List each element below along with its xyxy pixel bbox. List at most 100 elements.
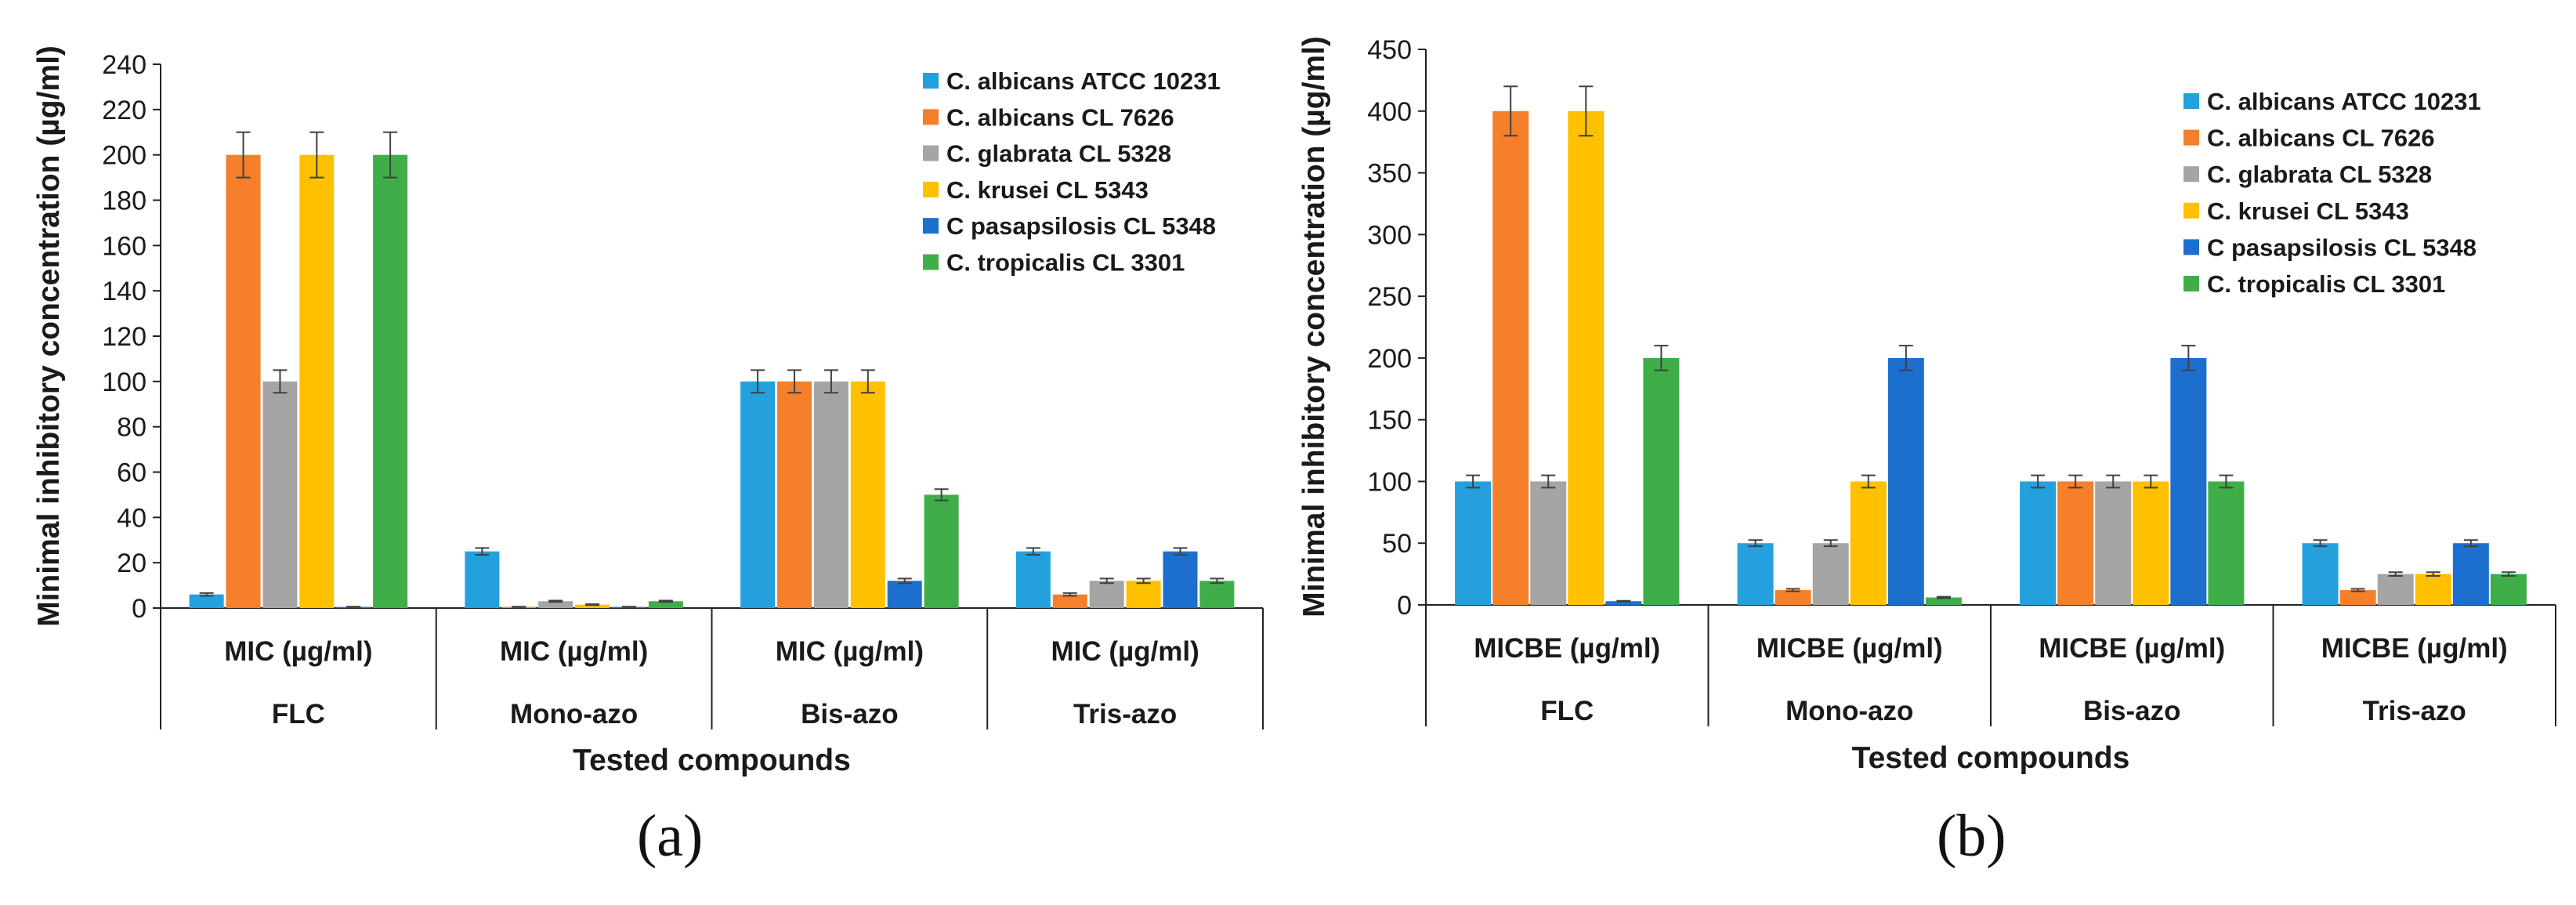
legend-swatch	[2183, 129, 2199, 146]
bar-b-series2-group1	[1812, 543, 1849, 605]
y-tick-label: 200	[1367, 344, 1412, 374]
x-group-label: FLC	[1540, 696, 1594, 726]
bar-b-series4-group2	[2170, 357, 2207, 605]
legend-entry-label: C. albicans CL 7626	[946, 103, 1174, 131]
legend-swatch	[2183, 202, 2199, 219]
legend: C. albicans ATCC 10231 C. albicans CL 762…	[2183, 88, 2481, 298]
bar-a-series0-group1	[465, 551, 500, 608]
panel-label: (a)	[637, 803, 703, 869]
bar-a-series1-group3	[1052, 594, 1087, 608]
bar-b-series5-group2	[2208, 481, 2245, 605]
bar-b-series2-group3	[2377, 574, 2414, 605]
x-category-label: MIC (µg/ml)	[776, 636, 924, 667]
bar-b-series2-group2	[2095, 481, 2132, 605]
bar-b-series3-group0	[1568, 110, 1605, 605]
bar-a-series5-group2	[924, 494, 959, 608]
legend-swatch	[923, 181, 939, 197]
legend-swatch	[2183, 166, 2199, 183]
x-category-label: MIC (µg/ml)	[1051, 636, 1199, 667]
bar-b-series3-group3	[2415, 574, 2451, 605]
panel-label: (b)	[1937, 803, 2006, 869]
bar-a-series1-group2	[777, 381, 812, 608]
bar-b-series4-group3	[2452, 543, 2489, 605]
bar-a-series0-group2	[740, 381, 776, 608]
y-tick-label: 200	[102, 141, 147, 171]
y-tick-label: 40	[117, 503, 147, 533]
y-tick-label: 100	[1367, 467, 1412, 497]
y-tick-label: 180	[102, 186, 147, 216]
legend-swatch	[2183, 93, 2199, 109]
x-group-label: Tris-azo	[2363, 696, 2466, 726]
y-tick-label: 240	[102, 50, 147, 80]
legend-swatch	[923, 254, 939, 270]
y-tick-label: 20	[117, 548, 147, 578]
bar-a-series2-group1	[538, 601, 573, 608]
legend-entry-label: C. glabrata CL 5328	[946, 140, 1171, 168]
x-group-label: Tris-azo	[1073, 699, 1177, 729]
bar-a-series2-group3	[1089, 581, 1124, 608]
legend-entry-label: C pasapsilosis CL 5348	[2207, 233, 2477, 261]
legend-swatch	[2183, 276, 2199, 291]
x-group-label: Mono-azo	[1785, 696, 1913, 726]
legend-entry-label: C. albicans CL 7626	[2207, 125, 2435, 152]
y-tick-label: 50	[1382, 529, 1412, 559]
x-category-label: MICBE (µg/ml)	[1474, 633, 1660, 664]
legend-swatch	[923, 73, 939, 89]
y-tick-label: 0	[1397, 591, 1412, 621]
legend-entry-label: C. albicans ATCC 10231	[946, 67, 1221, 95]
legend-swatch	[923, 218, 939, 234]
bar-b-series5-group1	[1925, 597, 1962, 605]
chart-panel-a: 0 20 40 60 80 100 120 140 160 180 200 220 240 Minimal…	[32, 45, 1264, 869]
x-category-label: MIC (µg/ml)	[500, 636, 648, 667]
bar-b-series1-group0	[1492, 110, 1529, 605]
legend-swatch	[923, 145, 939, 161]
legend-swatch	[2183, 239, 2199, 255]
bar-a-series3-group2	[850, 381, 885, 608]
legend-entry-label: C. glabrata CL 5328	[2207, 161, 2432, 188]
bar-b-series3-group1	[1850, 481, 1887, 605]
y-tick-label: 220	[102, 96, 147, 125]
legend-entry-label: C. krusei CL 5343	[2207, 197, 2409, 225]
x-category-label: MICBE (µg/ml)	[2321, 633, 2508, 664]
bar-a-series3-group0	[299, 154, 335, 608]
bar-a-series5-group3	[1199, 581, 1235, 608]
bar-a-series2-group0	[262, 381, 298, 608]
legend-entry-label: C. tropicalis CL 3301	[2207, 270, 2445, 298]
x-axis-title: Tested compounds	[1852, 741, 2130, 775]
bar-b-series0-group2	[2020, 481, 2057, 605]
bar-b-series1-group3	[2339, 590, 2376, 605]
legend-entry-label: C. krusei CL 5343	[946, 176, 1149, 204]
x-axis-title: Tested compounds	[573, 744, 851, 777]
x-group-label: FLC	[272, 699, 325, 729]
bar-a-series0-group0	[189, 594, 224, 608]
x-category-label: MICBE (µg/ml)	[1757, 633, 1943, 664]
bar-b-series0-group3	[2302, 543, 2339, 605]
chart-panel-b: 0 50 100 150 200 250 300 350 400 450 Minimal inhib…	[1297, 35, 2556, 869]
bar-b-series3-group2	[2133, 481, 2169, 605]
y-tick-label: 150	[1367, 406, 1412, 436]
x-category-label: MIC (µg/ml)	[224, 636, 372, 667]
y-tick-label: 0	[132, 594, 147, 624]
bar-b-series1-group1	[1775, 590, 1811, 605]
legend-swatch	[923, 109, 939, 125]
bar-a-series1-group0	[226, 154, 261, 608]
y-tick-label: 450	[1367, 35, 1412, 65]
x-group-label: Bis-azo	[2083, 696, 2180, 726]
bar-b-series0-group0	[1455, 481, 1492, 605]
y-axis-title: Minimal inhibitory concentration (µg/ml)	[1297, 36, 1331, 617]
legend: C. albicans ATCC 10231 C. albicans CL 762…	[923, 67, 1221, 277]
x-category-label: MICBE (µg/ml)	[2039, 633, 2225, 664]
bar-b-series5-group0	[1643, 357, 1680, 605]
legend-entry-label: C. albicans ATCC 10231	[2207, 88, 2481, 115]
bar-a-series0-group3	[1015, 551, 1051, 608]
bar-a-series5-group1	[648, 601, 683, 608]
y-tick-label: 80	[117, 413, 147, 443]
x-group-label: Bis-azo	[801, 699, 898, 729]
bar-a-series5-group0	[373, 154, 408, 608]
y-tick-label: 300	[1367, 220, 1412, 250]
y-tick-label: 160	[102, 231, 147, 261]
x-group-label: Mono-azo	[510, 699, 638, 729]
bar-a-series2-group2	[813, 381, 848, 608]
bar-b-series2-group0	[1530, 481, 1567, 605]
